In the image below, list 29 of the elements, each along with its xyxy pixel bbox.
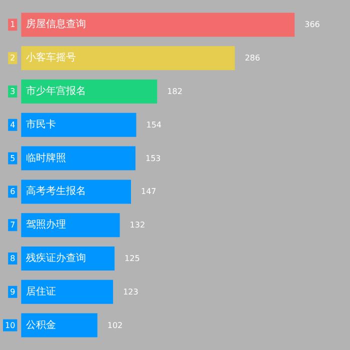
data-label: 102	[107, 320, 123, 330]
bar	[21, 46, 235, 70]
bar	[21, 112, 136, 137]
bar	[21, 280, 114, 304]
category-label: 2 小客车摇号	[10, 52, 76, 64]
bar	[21, 12, 295, 37]
data-label: 366	[304, 20, 320, 30]
bar	[21, 146, 136, 170]
data-label: 154	[146, 120, 162, 130]
category-label: 7 驾照办理	[10, 220, 66, 231]
data-label: 182	[167, 87, 182, 96]
category-label: 9 居住证	[10, 286, 56, 298]
category-label: 1 房屋信息查询	[10, 19, 86, 30]
data-label: 132	[130, 220, 146, 230]
bar	[21, 213, 120, 238]
data-label: 125	[124, 254, 140, 263]
category-label: 6 高考考生报名	[10, 186, 86, 198]
bar	[21, 313, 98, 338]
data-label: 147	[140, 187, 156, 196]
bar	[21, 80, 158, 104]
category-label: 4 市民卡	[10, 119, 56, 130]
data-label: 123	[123, 287, 138, 296]
category-label: 5 临时牌照	[10, 152, 66, 164]
category-label: 10 公积金	[4, 320, 56, 331]
category-label: 8 残疾证办查询	[10, 253, 86, 264]
data-label: 153	[145, 154, 161, 163]
bar	[21, 180, 131, 204]
category-label: 3 市少年宫报名	[10, 86, 86, 97]
data-label: 286	[244, 54, 260, 63]
